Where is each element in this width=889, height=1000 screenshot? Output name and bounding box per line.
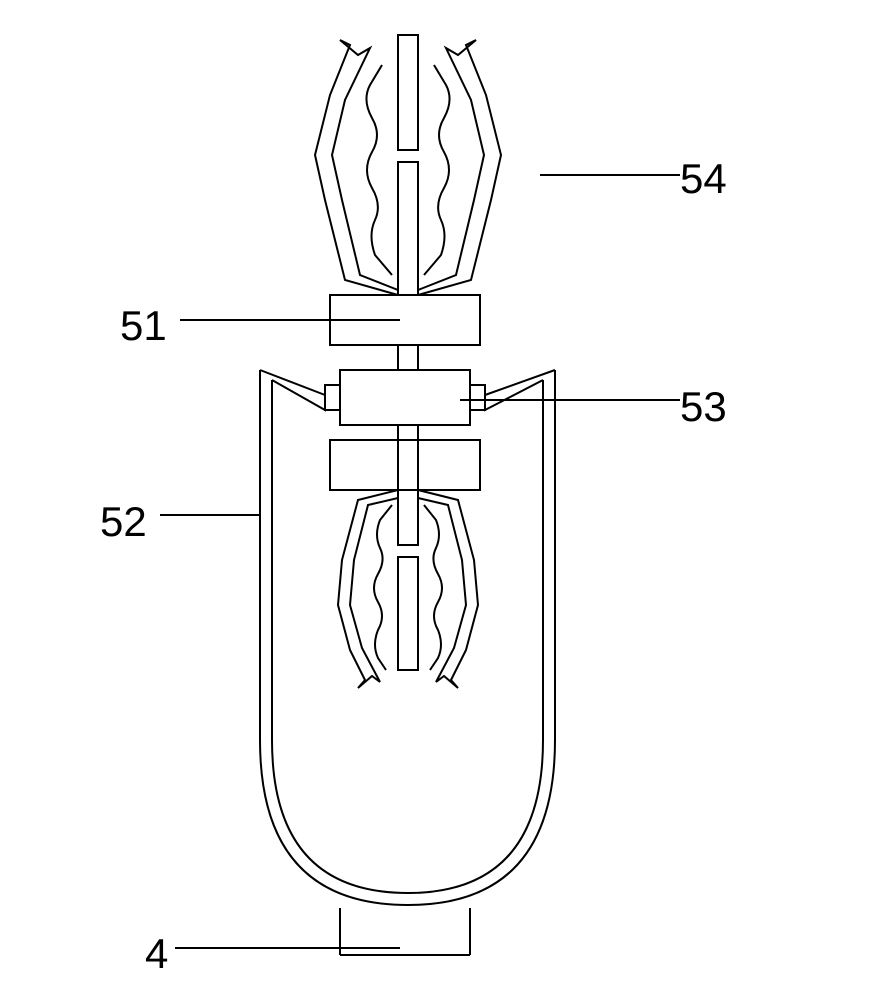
gripper-lower-right-spring [424, 505, 442, 670]
label-53: 53 [680, 383, 727, 431]
gripper-54-right-spring [424, 65, 450, 275]
rod-segment-1 [398, 35, 418, 150]
gripper-lower-left-outer [338, 490, 398, 688]
rod-segment-2 [398, 162, 418, 295]
label-52: 52 [100, 498, 147, 546]
vessel-52-outer [260, 370, 555, 905]
gripper-54-left-outer [315, 40, 398, 295]
label-54: 54 [680, 155, 727, 203]
label-51: 51 [120, 302, 167, 350]
rod-segment-4 [398, 557, 418, 670]
lower-block [330, 440, 480, 490]
motor-53-shaft-right [470, 385, 485, 410]
diagram-container: 54 51 53 52 4 [0, 0, 889, 1000]
label-4: 4 [145, 930, 168, 978]
connector-51-53 [398, 345, 418, 370]
gripper-54-right-outer [418, 40, 501, 295]
gripper-54-left-spring [366, 65, 392, 275]
rod-segment-3 [398, 440, 418, 545]
vessel-52-inner [272, 380, 543, 893]
vessel-arm-right [485, 370, 555, 410]
connector-53-lower [398, 425, 418, 440]
motor-53-body [340, 370, 470, 425]
gripper-lower-right-outer [418, 490, 478, 688]
vessel-arm-left [260, 370, 325, 410]
motor-53-shaft-left [325, 385, 340, 410]
gripper-lower-left-spring [374, 505, 392, 670]
